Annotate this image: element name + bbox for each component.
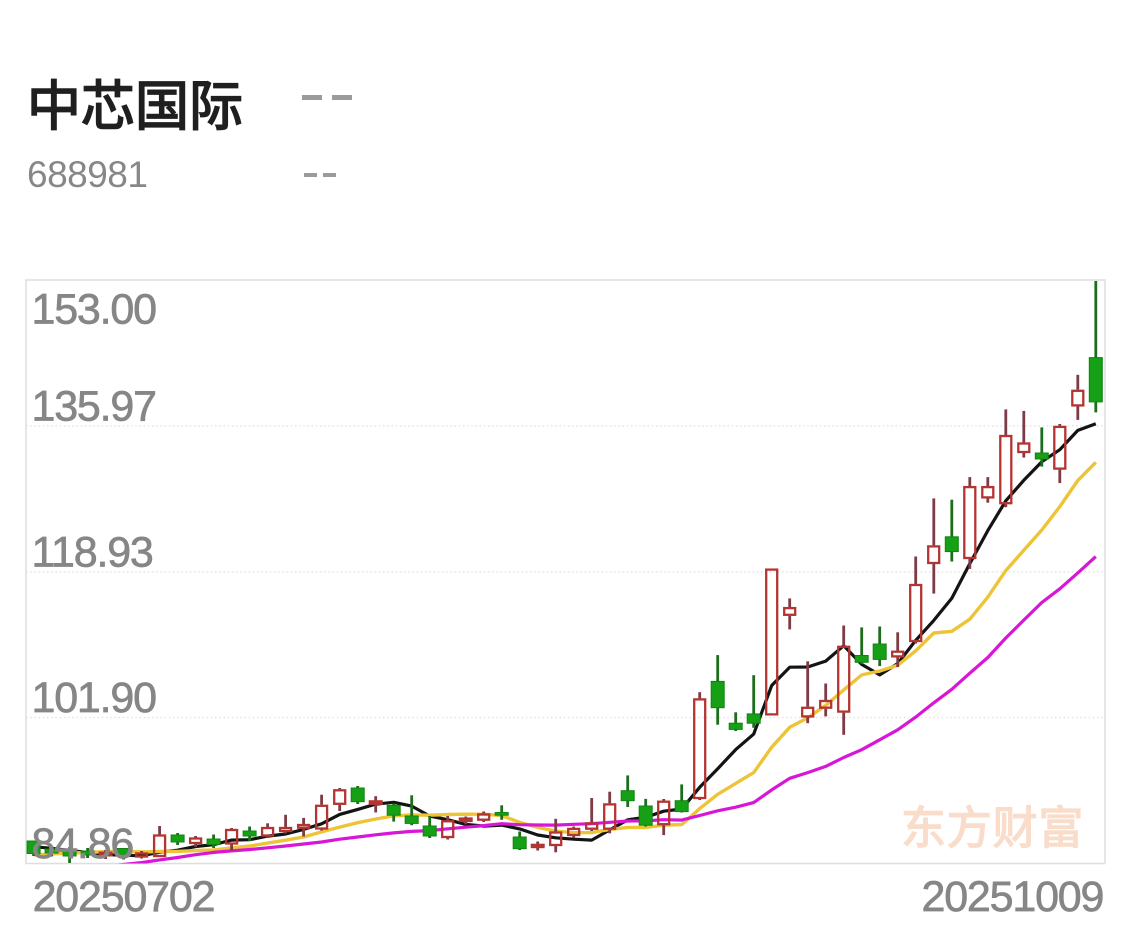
svg-text:135.97: 135.97 (32, 382, 156, 430)
svg-text:101.90: 101.90 (32, 674, 157, 722)
svg-text:东方财富: 东方财富 (901, 803, 1084, 854)
svg-text:20251009: 20251009 (922, 873, 1104, 921)
svg-text:118.93: 118.93 (32, 528, 153, 576)
svg-text:84.86: 84.86 (32, 820, 134, 868)
svg-text:153.00: 153.00 (32, 285, 157, 333)
svg-text:20250702: 20250702 (33, 873, 215, 921)
